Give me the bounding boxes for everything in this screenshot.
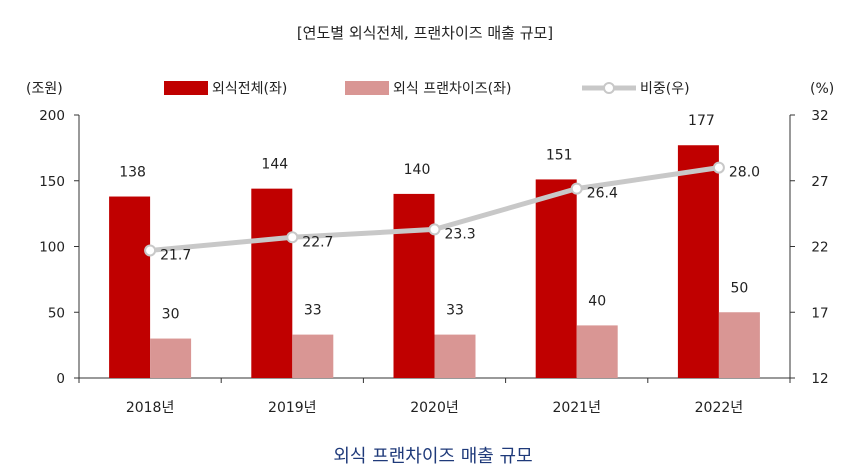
chart-title: [연도별 외식전체, 프랜차이즈 매출 규모] [297,24,553,42]
bar-franchise [718,312,760,378]
plot-area: 0 50 100 150 200 12 17 22 27 32 2018년 2019년 2020년 202… [39,108,828,416]
bar-franchise [576,325,618,378]
bar-franchise-label: 33 [304,303,322,319]
bar-franchise-label: 30 [162,307,180,323]
bar-total [677,145,719,378]
legend-label-franchise: 외식 프랜차이즈(좌) [393,81,511,97]
bar-total [109,196,151,378]
legend-label-total: 외식전체(좌) [212,81,287,97]
legend-swatch-total [164,81,208,95]
share-point [712,161,725,174]
legend-label-share: 비중(우) [640,81,690,97]
bar-franchise-label: 50 [730,280,748,296]
right-tick-label: 22 [811,240,828,256]
chart-caption: 외식 프랜차이즈 매출 규모 [333,446,532,467]
legend: 외식전체(좌) 외식 프랜차이즈(좌) 비중(우) [164,81,690,97]
share-point-label: 21.7 [160,247,191,263]
bar-total [251,188,293,378]
legend-marker-share [603,82,615,94]
share-line [149,165,720,253]
share-point [428,223,441,236]
right-axis-unit: (%) [810,81,834,97]
right-tick-label: 17 [811,305,828,321]
share-point-label: 26.4 [587,186,618,202]
left-tick-label: 200 [39,108,65,124]
share-point [570,182,583,195]
left-tick-label: 50 [48,305,65,321]
bar-total-label: 151 [546,147,573,163]
left-axis-unit: (조원) [26,81,63,97]
x-tick-label: 2020년 [410,400,459,416]
share-point-label: 23.3 [445,226,476,242]
bar-total [535,179,577,378]
bar-franchise-label: 40 [588,293,606,309]
left-tick-label: 150 [39,174,65,190]
bar-total-label: 138 [119,165,146,181]
left-tick-label: 0 [56,371,65,387]
bar-franchise [434,334,476,378]
bar-franchise-label: 33 [446,303,464,319]
left-tick-label: 100 [39,240,65,256]
bar-total-label: 177 [688,113,715,129]
bar-total-label: 144 [261,157,288,173]
bar-total-label: 140 [404,162,431,178]
right-tick-label: 32 [811,108,828,124]
x-tick-label: 2021년 [552,400,601,416]
bar-total [393,193,435,378]
x-tick-label: 2018년 [126,400,175,416]
share-point-label: 28.0 [729,165,760,181]
share-point-label: 22.7 [302,234,333,250]
share-point [144,244,157,257]
x-tick-label: 2019년 [268,400,317,416]
x-tick-label: 2022년 [695,400,744,416]
bar-franchise [292,334,334,378]
right-tick-label: 12 [811,371,828,387]
legend-swatch-franchise [345,81,389,95]
share-point [286,231,299,244]
bar-franchise [150,338,192,378]
right-tick-label: 27 [811,174,828,190]
